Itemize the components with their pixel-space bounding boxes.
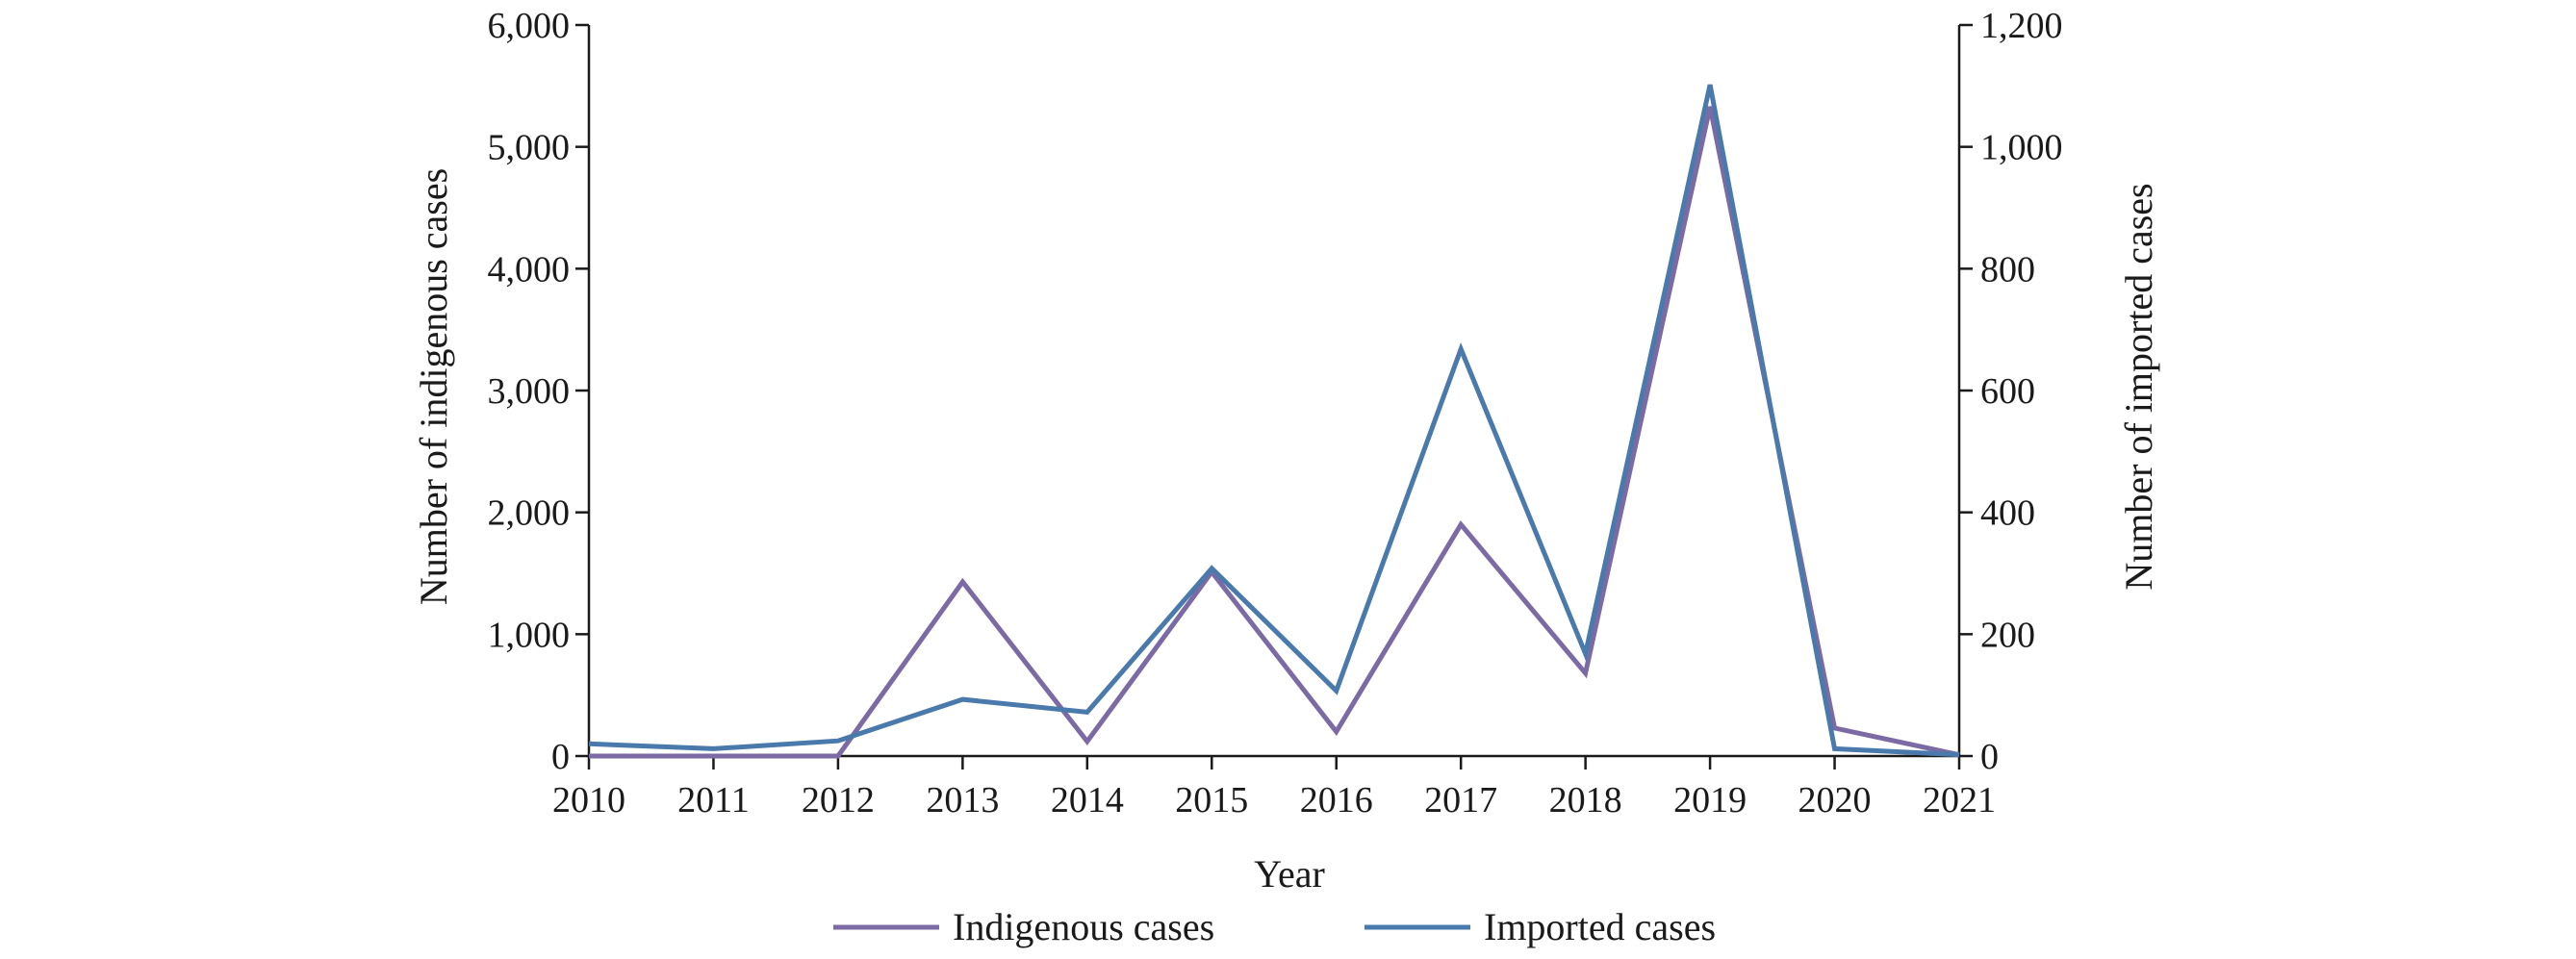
axes: 0 1,000 2,000 3,000 4,000 5,000 6,000 0 200 400 60…	[488, 6, 2063, 820]
right-y-tick-label: 800	[1980, 249, 2035, 290]
right-y-axis-title: Number of imported cases	[2117, 183, 2160, 590]
x-tick-label: 2015	[1175, 780, 1248, 820]
left-y-tick-label: 4,000	[488, 249, 571, 290]
x-tick-label: 2011	[677, 780, 750, 820]
x-tick-label: 2018	[1549, 780, 1622, 820]
x-tick-label: 2016	[1300, 780, 1373, 820]
series-line-indigenous-cases	[589, 106, 1960, 759]
legend: Indigenous cases Imported cases	[833, 905, 1716, 948]
legend-label-indigenous-cases: Indigenous cases	[953, 905, 1214, 948]
right-y-tick-label: 400	[1980, 493, 2035, 534]
left-y-axis-title: Number of indigenous cases	[412, 168, 455, 605]
x-tick-label: 2014	[1051, 780, 1124, 820]
right-y-tick-label: 0	[1980, 737, 1999, 777]
legend-label-imported-cases: Imported cases	[1484, 905, 1716, 948]
right-y-tick-label: 1,200	[1980, 6, 2063, 46]
left-y-tick-label: 1,000	[488, 615, 571, 655]
x-tick-label: 2012	[802, 780, 875, 820]
right-y-tick-label: 1,000	[1980, 128, 2063, 168]
series-lines	[588, 84, 1960, 759]
right-y-tick-label: 600	[1980, 371, 2035, 412]
x-tick-label: 2010	[552, 780, 625, 820]
right-y-tick-label: 200	[1980, 615, 2035, 655]
x-tick-label: 2019	[1673, 780, 1747, 820]
left-y-tick-label: 0	[551, 737, 570, 777]
x-axis-title: Year	[1254, 852, 1325, 896]
left-y-tick-label: 2,000	[488, 493, 571, 534]
series-line-imported-cases	[588, 84, 1960, 758]
x-tick-label: 2020	[1798, 780, 1872, 820]
left-y-tick-label: 5,000	[488, 128, 571, 168]
x-tick-label: 2017	[1424, 780, 1497, 820]
left-y-tick-label: 6,000	[488, 6, 571, 46]
x-tick-label: 2021	[1923, 780, 1996, 820]
x-tick-label: 2013	[926, 780, 999, 820]
left-y-tick-label: 3,000	[488, 371, 571, 412]
